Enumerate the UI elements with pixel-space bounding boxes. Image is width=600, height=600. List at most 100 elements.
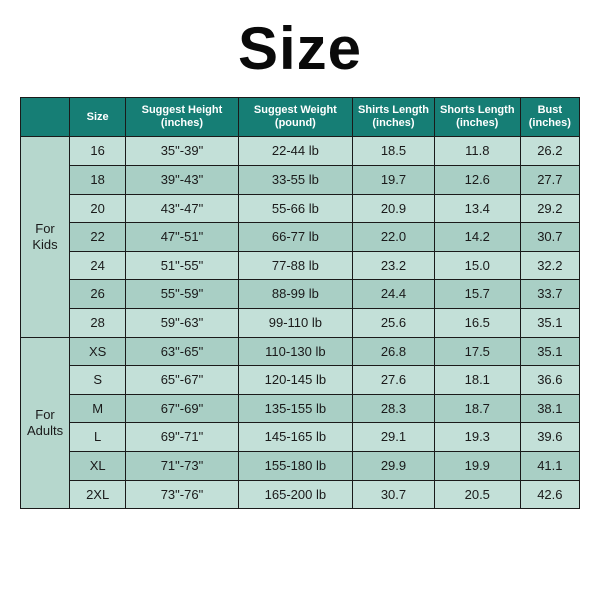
table-row: L69"-71"145-165 lb29.119.339.6 bbox=[21, 423, 580, 452]
cell-height: 71"-73" bbox=[126, 451, 238, 480]
cell-height: 51"-55" bbox=[126, 251, 238, 280]
cell-weight: 120-145 lb bbox=[238, 366, 352, 395]
cell-weight: 165-200 lb bbox=[238, 480, 352, 509]
size-table: Size Suggest Height(inches) Suggest Weig… bbox=[20, 97, 580, 509]
cell-shirts: 29.1 bbox=[353, 423, 435, 452]
cell-shorts: 18.1 bbox=[434, 366, 520, 395]
cell-height: 63"-65" bbox=[126, 337, 238, 366]
cell-shirts: 29.9 bbox=[353, 451, 435, 480]
cell-shirts: 24.4 bbox=[353, 280, 435, 309]
cell-bust: 41.1 bbox=[520, 451, 579, 480]
header-group bbox=[21, 98, 70, 137]
table-row: ForAdultsXS63"-65"110-130 lb26.817.535.1 bbox=[21, 337, 580, 366]
header-shirts: Shirts Length(inches) bbox=[353, 98, 435, 137]
cell-shirts: 18.5 bbox=[353, 137, 435, 166]
header-shorts: Shorts Length(inches) bbox=[434, 98, 520, 137]
cell-shirts: 25.6 bbox=[353, 308, 435, 337]
cell-height: 73"-76" bbox=[126, 480, 238, 509]
cell-height: 59"-63" bbox=[126, 308, 238, 337]
cell-height: 43"-47" bbox=[126, 194, 238, 223]
cell-shorts: 14.2 bbox=[434, 223, 520, 252]
cell-height: 67"-69" bbox=[126, 394, 238, 423]
table-row: 2247"-51"66-77 lb22.014.230.7 bbox=[21, 223, 580, 252]
cell-size: 20 bbox=[70, 194, 126, 223]
header-size: Size bbox=[70, 98, 126, 137]
cell-height: 39"-43" bbox=[126, 165, 238, 194]
cell-shirts: 26.8 bbox=[353, 337, 435, 366]
group-label: ForKids bbox=[21, 137, 70, 337]
table-body: ForKids1635"-39"22-44 lb18.511.826.21839… bbox=[21, 137, 580, 509]
cell-size: 22 bbox=[70, 223, 126, 252]
cell-shorts: 15.7 bbox=[434, 280, 520, 309]
cell-shorts: 18.7 bbox=[434, 394, 520, 423]
table-row: S65"-67"120-145 lb27.618.136.6 bbox=[21, 366, 580, 395]
cell-size: L bbox=[70, 423, 126, 452]
cell-bust: 35.1 bbox=[520, 337, 579, 366]
cell-weight: 33-55 lb bbox=[238, 165, 352, 194]
cell-height: 65"-67" bbox=[126, 366, 238, 395]
cell-size: M bbox=[70, 394, 126, 423]
cell-size: 18 bbox=[70, 165, 126, 194]
cell-bust: 38.1 bbox=[520, 394, 579, 423]
cell-shirts: 28.3 bbox=[353, 394, 435, 423]
cell-bust: 33.7 bbox=[520, 280, 579, 309]
cell-weight: 135-155 lb bbox=[238, 394, 352, 423]
cell-weight: 22-44 lb bbox=[238, 137, 352, 166]
cell-size: 26 bbox=[70, 280, 126, 309]
cell-size: S bbox=[70, 366, 126, 395]
table-row: XL71"-73"155-180 lb29.919.941.1 bbox=[21, 451, 580, 480]
cell-shirts: 27.6 bbox=[353, 366, 435, 395]
cell-weight: 145-165 lb bbox=[238, 423, 352, 452]
table-row: M67"-69"135-155 lb28.318.738.1 bbox=[21, 394, 580, 423]
cell-shorts: 11.8 bbox=[434, 137, 520, 166]
cell-shorts: 19.3 bbox=[434, 423, 520, 452]
cell-shirts: 20.9 bbox=[353, 194, 435, 223]
table-row: 2859"-63"99-110 lb25.616.535.1 bbox=[21, 308, 580, 337]
cell-size: 2XL bbox=[70, 480, 126, 509]
cell-shirts: 30.7 bbox=[353, 480, 435, 509]
cell-bust: 26.2 bbox=[520, 137, 579, 166]
header-weight: Suggest Weight(pound) bbox=[238, 98, 352, 137]
cell-height: 69"-71" bbox=[126, 423, 238, 452]
cell-bust: 30.7 bbox=[520, 223, 579, 252]
cell-size: 24 bbox=[70, 251, 126, 280]
cell-shirts: 22.0 bbox=[353, 223, 435, 252]
cell-weight: 66-77 lb bbox=[238, 223, 352, 252]
cell-weight: 110-130 lb bbox=[238, 337, 352, 366]
table-row: 2XL73"-76"165-200 lb30.720.542.6 bbox=[21, 480, 580, 509]
cell-shorts: 16.5 bbox=[434, 308, 520, 337]
cell-shirts: 23.2 bbox=[353, 251, 435, 280]
cell-bust: 35.1 bbox=[520, 308, 579, 337]
table-row: 2655"-59"88-99 lb24.415.733.7 bbox=[21, 280, 580, 309]
cell-height: 35"-39" bbox=[126, 137, 238, 166]
cell-shorts: 19.9 bbox=[434, 451, 520, 480]
cell-shorts: 20.5 bbox=[434, 480, 520, 509]
cell-shorts: 12.6 bbox=[434, 165, 520, 194]
table-row: 1839"-43"33-55 lb19.712.627.7 bbox=[21, 165, 580, 194]
cell-bust: 32.2 bbox=[520, 251, 579, 280]
cell-shorts: 15.0 bbox=[434, 251, 520, 280]
cell-size: 16 bbox=[70, 137, 126, 166]
cell-weight: 77-88 lb bbox=[238, 251, 352, 280]
cell-weight: 155-180 lb bbox=[238, 451, 352, 480]
cell-bust: 39.6 bbox=[520, 423, 579, 452]
header-height: Suggest Height(inches) bbox=[126, 98, 238, 137]
cell-size: XL bbox=[70, 451, 126, 480]
cell-shirts: 19.7 bbox=[353, 165, 435, 194]
cell-shorts: 13.4 bbox=[434, 194, 520, 223]
cell-height: 55"-59" bbox=[126, 280, 238, 309]
cell-bust: 36.6 bbox=[520, 366, 579, 395]
cell-height: 47"-51" bbox=[126, 223, 238, 252]
table-header: Size Suggest Height(inches) Suggest Weig… bbox=[21, 98, 580, 137]
table-row: 2043"-47"55-66 lb20.913.429.2 bbox=[21, 194, 580, 223]
table-row: ForKids1635"-39"22-44 lb18.511.826.2 bbox=[21, 137, 580, 166]
cell-shorts: 17.5 bbox=[434, 337, 520, 366]
cell-weight: 88-99 lb bbox=[238, 280, 352, 309]
cell-weight: 55-66 lb bbox=[238, 194, 352, 223]
cell-weight: 99-110 lb bbox=[238, 308, 352, 337]
cell-bust: 42.6 bbox=[520, 480, 579, 509]
table-row: 2451"-55"77-88 lb23.215.032.2 bbox=[21, 251, 580, 280]
page-title: Size bbox=[238, 14, 362, 83]
cell-bust: 29.2 bbox=[520, 194, 579, 223]
header-bust: Bust(inches) bbox=[520, 98, 579, 137]
